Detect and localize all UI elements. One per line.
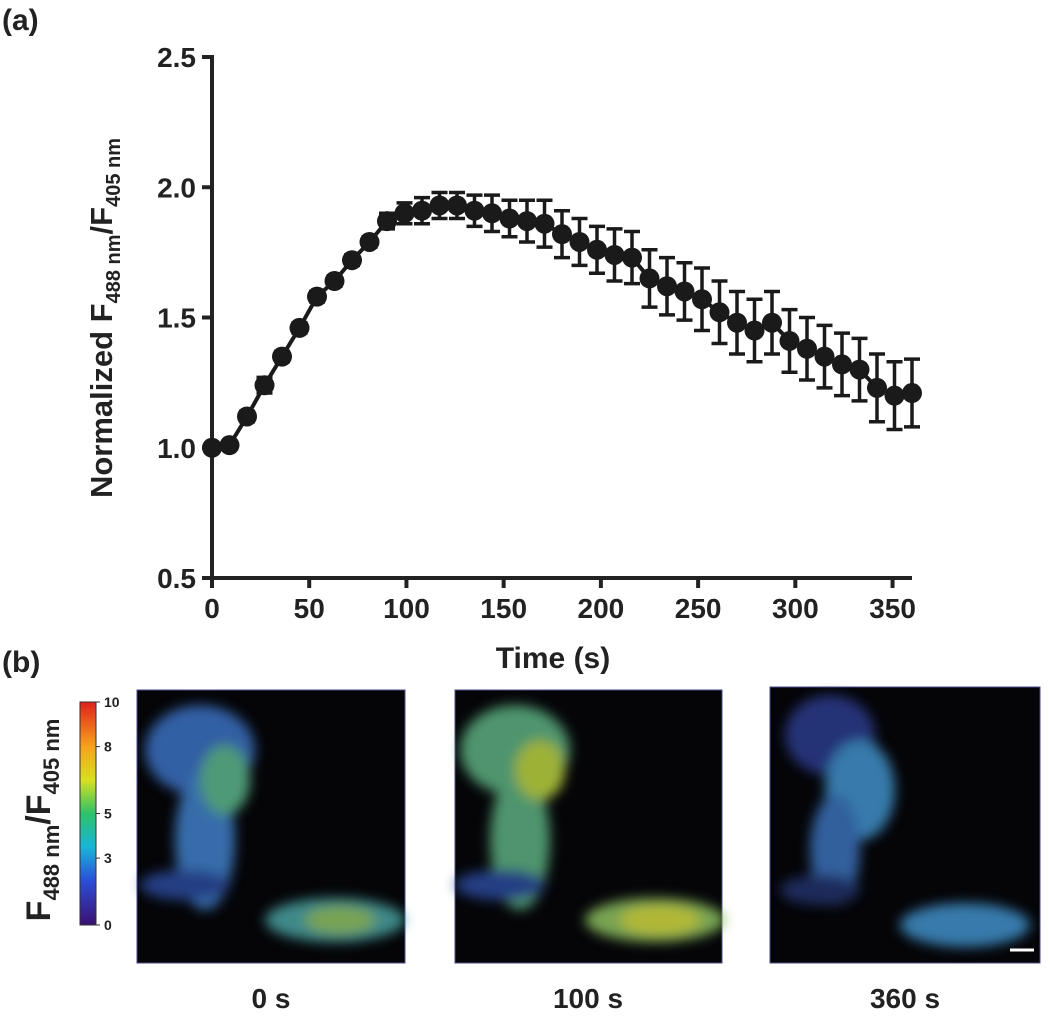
data-point <box>324 271 345 292</box>
image-100s <box>454 689 725 964</box>
y-tick-label: 0.5 <box>157 563 196 594</box>
data-point <box>867 377 887 398</box>
data-point <box>412 200 432 221</box>
image-360s <box>769 686 1041 964</box>
data-point <box>657 276 677 297</box>
data-point <box>359 231 380 252</box>
data-point <box>779 330 800 351</box>
colorbar-label: F488 nm/F405 nm <box>20 719 64 922</box>
x-tick-label: 250 <box>675 593 722 624</box>
data-point <box>692 289 712 310</box>
y-label-sub: 405 nm <box>103 138 125 207</box>
panel-label: (a) <box>2 4 39 37</box>
x-tick-label: 50 <box>294 593 325 624</box>
data-point <box>744 320 765 341</box>
x-tick-label: 200 <box>578 593 625 624</box>
data-point <box>289 317 310 338</box>
data-point <box>587 239 607 260</box>
y-tick-label: 2.0 <box>157 172 196 203</box>
data-point <box>709 302 730 323</box>
data-point <box>517 211 537 232</box>
data-point <box>272 346 292 367</box>
data-point <box>499 208 520 229</box>
x-tick-label: 300 <box>772 593 819 624</box>
colorbar <box>79 701 97 926</box>
data-point <box>254 375 275 396</box>
colorbar-tick-label: 8 <box>104 739 112 755</box>
data-point <box>377 211 397 232</box>
x-tick-label: 100 <box>383 593 430 624</box>
data-point <box>482 203 502 224</box>
data-point <box>849 359 870 380</box>
image-caption: 100 s <box>553 983 623 1014</box>
colorbar-tick-label: 3 <box>104 850 112 866</box>
data-point <box>569 231 590 252</box>
image-caption: 0 s <box>252 983 291 1014</box>
data-point <box>464 200 485 221</box>
y-tick-label: 1.5 <box>157 303 196 334</box>
data-point <box>202 437 222 458</box>
data-point <box>797 338 817 359</box>
data-point <box>832 354 852 375</box>
data-point <box>429 195 450 216</box>
data-point <box>622 247 642 268</box>
data-point <box>394 203 415 224</box>
data-point <box>534 213 555 234</box>
y-tick-label: 2.5 <box>157 42 196 73</box>
y-label-sub: 488 nm <box>103 234 125 303</box>
x-axis-label: Time (s) <box>496 642 610 675</box>
data-point <box>762 312 782 333</box>
data-point <box>727 312 747 333</box>
cbar-label-text: F <box>20 901 58 922</box>
data-point <box>814 346 835 367</box>
y-label-text: /F <box>84 207 119 235</box>
data-point <box>902 383 922 404</box>
x-tick-label: 150 <box>480 593 527 624</box>
data-point <box>604 244 625 265</box>
panel-label: (b) <box>2 646 40 679</box>
y-axis-label: Normalized F488 nm/F405 nm <box>84 138 125 498</box>
colorbar-tick-label: 5 <box>104 806 112 822</box>
data-point <box>552 224 572 245</box>
data-point <box>219 435 240 456</box>
data-point <box>884 385 905 406</box>
image-0s <box>136 689 406 964</box>
cbar-label-sub: 488 nm <box>39 825 64 901</box>
data-point <box>674 281 695 302</box>
x-tick-label: 0 <box>204 593 220 624</box>
data-point <box>237 406 257 427</box>
y-label-text: Normalized F <box>84 303 119 498</box>
data-point <box>447 195 467 216</box>
cbar-label-sub: 405 nm <box>39 719 64 795</box>
data-point <box>307 286 327 307</box>
data-point <box>342 250 362 271</box>
data-point <box>639 268 660 289</box>
colorbar-tick-label: 0 <box>104 917 112 933</box>
image-caption: 360 s <box>870 983 940 1014</box>
cbar-label-text: /F <box>20 795 58 825</box>
colorbar-tick-label: 10 <box>104 694 120 710</box>
x-tick-label: 350 <box>869 593 916 624</box>
y-tick-label: 1.0 <box>157 433 196 464</box>
